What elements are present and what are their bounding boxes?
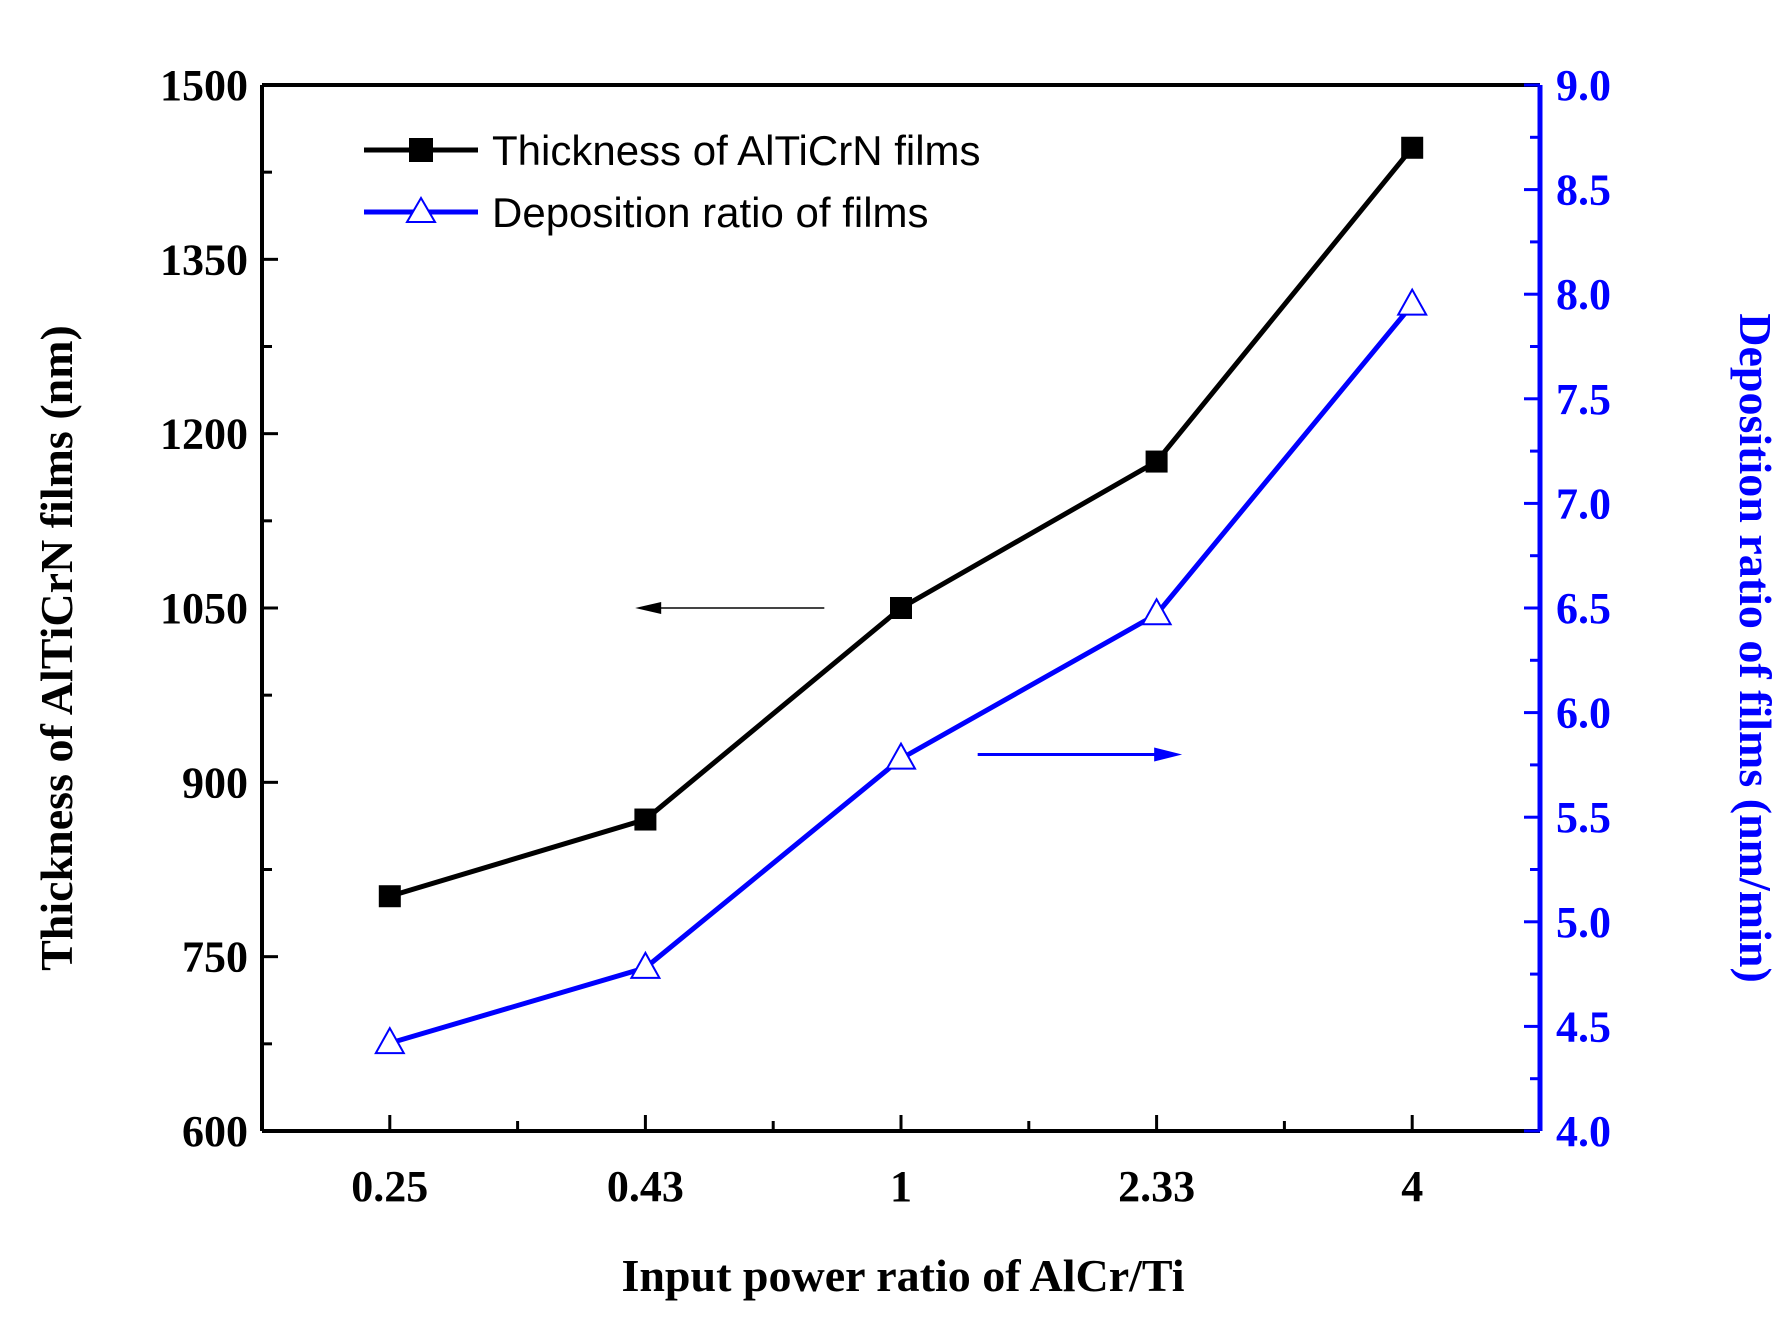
legend-marker-square <box>409 138 433 162</box>
right-tick-label: 7.0 <box>1556 479 1611 528</box>
x-tick-label: 2.33 <box>1118 1162 1195 1211</box>
data-point-square <box>378 885 401 908</box>
data-point-square <box>890 597 912 619</box>
data-point-triangle <box>1140 597 1173 626</box>
right-y-axis-title: Deposition ratio of films (nm/min) <box>1730 313 1779 983</box>
left-tick-label: 1050 <box>160 584 248 633</box>
series-line-thickness <box>389 146 1415 899</box>
x-tick-label: 0.25 <box>351 1162 428 1211</box>
data-series <box>374 136 1428 1055</box>
data-point-triangle <box>1396 287 1428 316</box>
left-arrow-head <box>635 602 662 614</box>
legend: Thickness of AlTiCrN films Deposition ra… <box>364 127 981 236</box>
legend-marker-triangle <box>405 196 437 223</box>
data-point-square <box>1401 136 1424 159</box>
left-tick-label: 1200 <box>160 410 248 459</box>
right-tick-label: 8.0 <box>1556 270 1611 319</box>
left-tick-label: 600 <box>182 1107 248 1156</box>
right-tick-label: 7.5 <box>1556 375 1611 424</box>
x-tick-label: 0.43 <box>607 1162 684 1211</box>
right-tick-label: 8.5 <box>1556 166 1611 215</box>
series-line-deposition <box>389 303 1415 1046</box>
right-tick-label: 5.5 <box>1556 793 1611 842</box>
data-point-triangle <box>885 741 917 770</box>
left-tick-label: 1350 <box>160 235 248 284</box>
right-axis-tick-labels: 4.0 4.5 5.0 5.5 6.0 6.5 7.0 7.5 8.0 8.5 9.0 <box>1556 61 1611 1156</box>
left-tick-label: 900 <box>182 758 248 807</box>
axis-ticks <box>262 83 1540 1133</box>
data-point-triangle <box>629 950 662 979</box>
legend-label-deposition: Deposition ratio of films <box>492 189 929 236</box>
annotations <box>635 602 1183 762</box>
data-point-triangle <box>374 1026 406 1055</box>
left-tick-label: 750 <box>182 933 248 982</box>
data-point-square <box>1145 450 1168 473</box>
x-tick-label: 1 <box>890 1162 912 1211</box>
x-tick-label: 4 <box>1401 1162 1423 1211</box>
right-tick-label: 5.0 <box>1556 898 1611 947</box>
right-tick-label: 4.5 <box>1556 1002 1611 1051</box>
left-tick-label: 1500 <box>160 61 248 110</box>
data-point-square <box>634 808 657 831</box>
legend-label-thickness: Thickness of AlTiCrN films <box>492 127 981 174</box>
right-tick-label: 6.0 <box>1556 689 1611 738</box>
left-axis-tick-labels: 600 750 900 1050 1200 1350 1500 <box>160 61 248 1156</box>
right-tick-label: 9.0 <box>1556 61 1611 110</box>
right-arrow-head <box>1154 747 1183 762</box>
x-axis-tick-labels: 0.25 0.43 1 2.33 4 <box>351 1162 1423 1211</box>
left-y-axis-title: Thickness of AlTiCrN films (nm) <box>31 325 82 971</box>
right-tick-label: 4.0 <box>1556 1107 1611 1156</box>
right-tick-label: 6.5 <box>1556 584 1611 633</box>
x-axis-title: Input power ratio of AlCr/Ti <box>621 1250 1184 1301</box>
